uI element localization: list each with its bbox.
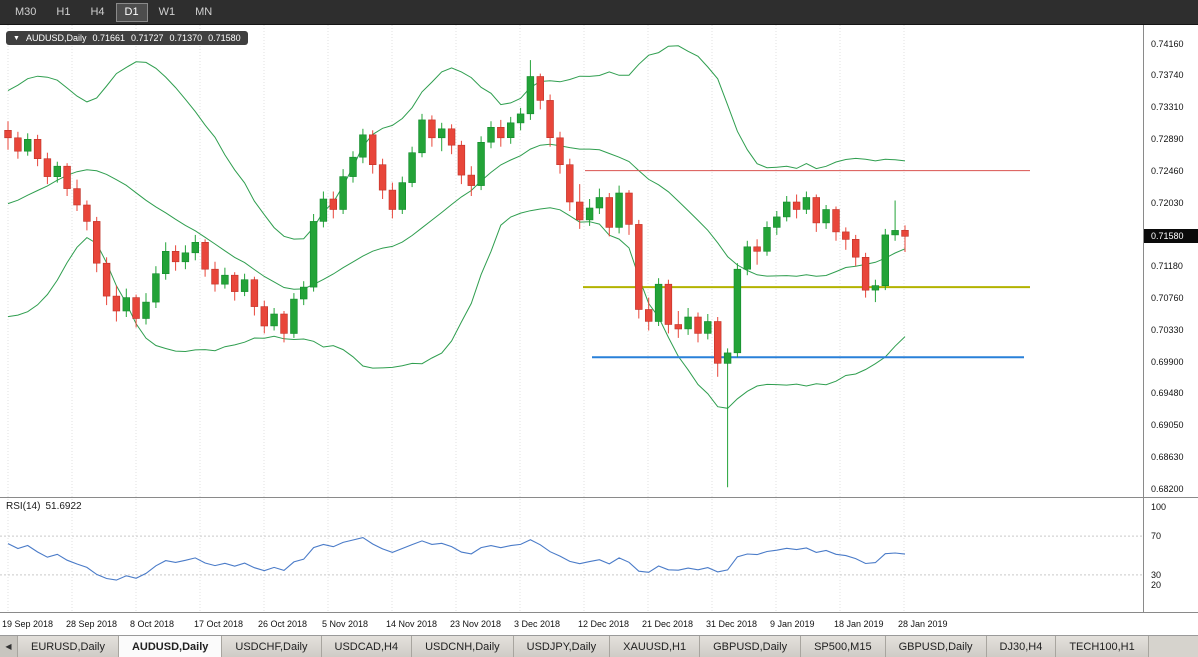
candlestick-chart[interactable] (0, 25, 1143, 497)
price-tick: 0.72890 (1151, 133, 1184, 144)
date-label: 3 Dec 2018 (514, 619, 561, 629)
timeframe-toolbar: M30 H1 H4 D1 W1 MN (0, 0, 1198, 25)
rsi-tick: 20 (1151, 579, 1162, 590)
rsi-tick: 100 (1151, 502, 1167, 512)
tab-gbpusd-daily[interactable]: GBPUSD,Daily (885, 636, 987, 657)
timeframe-button-m30[interactable]: M30 (6, 3, 45, 22)
timeframe-button-w1[interactable]: W1 (150, 3, 185, 22)
date-label: 23 Nov 2018 (450, 619, 502, 629)
quote-high: 0.71727 (131, 33, 164, 43)
tab-dj30-h4[interactable]: DJ30,H4 (986, 636, 1057, 657)
timeframe-button-d1[interactable]: D1 (115, 2, 148, 22)
rsi-panel: RSI(14) 51.6922 (0, 497, 1143, 613)
date-label: 26 Oct 2018 (258, 619, 308, 629)
quote-close: 0.71580 (208, 33, 241, 43)
date-label: 14 Nov 2018 (386, 619, 438, 629)
price-tick: 0.70760 (1151, 292, 1184, 303)
timeframe-button-mn[interactable]: MN (186, 3, 221, 22)
tab-usdchf-daily[interactable]: USDCHF,Daily (222, 636, 322, 657)
price-tick: 0.70330 (1151, 324, 1184, 335)
main-chart-panel: ▼ AUDUSD,Daily 0.71661 0.71727 0.71370 0… (0, 25, 1143, 497)
date-label: 19 Sep 2018 (2, 619, 54, 629)
tab-scroll-left-button[interactable]: ◀ (0, 636, 18, 657)
price-tick: 0.73310 (1151, 102, 1184, 113)
tab-tech100-h1[interactable]: TECH100,H1 (1056, 636, 1149, 657)
tab-sp500-m15[interactable]: SP500,M15 (801, 636, 886, 657)
price-tick: 0.74160 (1151, 38, 1184, 49)
price-tick: 0.68200 (1151, 483, 1184, 494)
date-label: 28 Jan 2019 (898, 619, 948, 629)
quote-open: 0.71661 (92, 33, 125, 43)
tab-xauusd-h1[interactable]: XAUUSD,H1 (610, 636, 701, 657)
candlestick-chart-container[interactable] (0, 25, 1143, 497)
rsi-name: RSI(14) (6, 501, 41, 512)
date-label: 31 Dec 2018 (706, 619, 758, 629)
date-label: 12 Dec 2018 (578, 619, 630, 629)
price-axis[interactable]: 0.74160 0.73740 0.73310 0.72890 0.72460 0.720… (1143, 25, 1198, 497)
tab-eurusd-daily[interactable]: EURUSD,Daily (18, 636, 119, 657)
bollinger-middle-band (7, 143, 906, 290)
tab-usdjpy-daily[interactable]: USDJPY,Daily (513, 636, 611, 657)
date-label: 8 Oct 2018 (130, 619, 175, 629)
rsi-value: 51.6922 (45, 501, 82, 512)
rsi-indicator-label: RSI(14) 51.6922 (6, 501, 82, 512)
price-tick: 0.71180 (1151, 261, 1183, 272)
rsi-chart[interactable] (0, 499, 1143, 613)
tab-audusd-daily[interactable]: AUDUSD,Daily (118, 636, 223, 657)
price-tick: 0.72460 (1151, 165, 1184, 176)
tab-usdcad-h4[interactable]: USDCAD,H4 (321, 636, 413, 657)
date-label: 17 Oct 2018 (194, 619, 244, 629)
timeframe-button-h4[interactable]: H4 (81, 3, 113, 22)
price-tick: 0.69050 (1151, 420, 1184, 431)
price-tick: 0.72030 (1151, 197, 1184, 208)
symbol-quote-badge: ▼ AUDUSD,Daily 0.71661 0.71727 0.71370 0… (6, 31, 248, 45)
timeframe-button-h1[interactable]: H1 (47, 3, 79, 22)
tab-gbpusd-daily[interactable]: GBPUSD,Daily (700, 636, 802, 657)
symbol-label: AUDUSD,Daily (25, 33, 87, 43)
price-tick: 0.69480 (1151, 388, 1184, 399)
rsi-line (7, 537, 906, 581)
date-label: 5 Nov 2018 (322, 619, 369, 629)
rsi-tick: 30 (1151, 569, 1162, 580)
price-tick: 0.68630 (1151, 451, 1184, 462)
candles (4, 60, 909, 488)
date-label: 21 Dec 2018 (642, 619, 694, 629)
date-label: 28 Sep 2018 (66, 619, 118, 629)
tab-usdcnh-daily[interactable]: USDCNH,Daily (412, 636, 514, 657)
date-label: 18 Jan 2019 (834, 619, 884, 629)
rsi-chart-container[interactable] (0, 499, 1143, 613)
rsi-tick: 70 (1151, 531, 1162, 542)
bollinger-upper-band (7, 45, 906, 240)
date-label: 9 Jan 2019 (770, 619, 815, 629)
price-tick: 0.73740 (1151, 70, 1184, 80)
price-tick: 0.69900 (1151, 356, 1184, 367)
chart-tabbar: ◀ EURUSD,Daily AUDUSD,Daily USDCHF,Daily US… (0, 635, 1198, 657)
bollinger-lower-band (7, 207, 906, 409)
rsi-axis[interactable]: 100 70 30 20 (1143, 497, 1198, 612)
current-price-badge: 0.71580 (1144, 229, 1198, 244)
quote-low: 0.71370 (169, 33, 203, 43)
date-axis[interactable]: 19 Sep 2018 28 Sep 2018 8 Oct 2018 17 Oct 2… (0, 612, 1198, 635)
quote-expand-icon[interactable]: ▼ (13, 34, 20, 42)
